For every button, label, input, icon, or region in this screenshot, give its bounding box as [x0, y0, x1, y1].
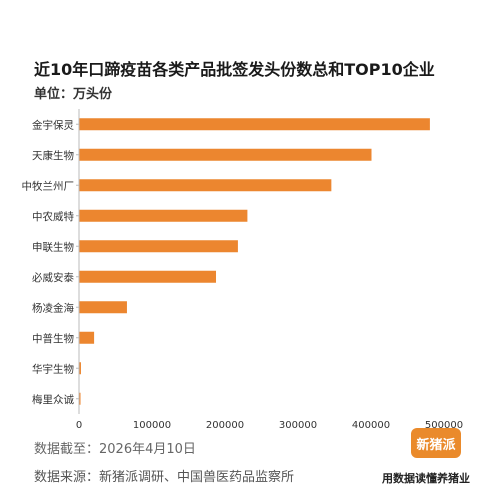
bar: [79, 270, 217, 283]
bar: [79, 148, 372, 161]
brand-logo: 新猪派: [411, 428, 461, 458]
category-label: 中普生物: [32, 332, 74, 345]
bar: [79, 362, 81, 375]
bar: [79, 331, 95, 344]
category-label: 中农威特: [32, 210, 74, 223]
unit-label: 单位：万头份: [34, 87, 113, 102]
category-label: 必威安泰: [32, 271, 74, 284]
category-label: 杨凌金海: [32, 301, 74, 314]
bar: [79, 392, 81, 405]
x-tick-label: 400000: [352, 420, 390, 431]
category-label: 中牧兰州厂: [22, 179, 75, 192]
x-tick-label: 200000: [206, 420, 244, 431]
data-source: 数据来源：新猪派调研、中国兽医药品监察所: [34, 470, 295, 485]
category-label: 金宇保灵: [32, 118, 74, 131]
category-label: 梅里众诚: [32, 393, 74, 406]
x-tick-label: 100000: [133, 420, 171, 431]
bar: [79, 301, 127, 314]
brand-slogan: 用数据读懂养猪业: [382, 472, 470, 485]
bar: [79, 209, 248, 222]
x-tick-label: 0: [76, 420, 82, 431]
data-date: 数据截至：2026年4月10日: [34, 442, 196, 457]
bar: [79, 179, 332, 192]
chart-title: 近10年口蹄疫苗各类产品批签发头份数总和TOP10企业: [34, 60, 435, 79]
bar: [79, 240, 238, 253]
x-tick-label: 500000: [425, 420, 463, 431]
category-label: 申联生物: [32, 240, 74, 253]
bar: [79, 118, 430, 131]
x-tick-label: 300000: [279, 420, 317, 431]
category-label: 华宇生物: [32, 362, 74, 375]
category-label: 天康生物: [32, 149, 74, 162]
